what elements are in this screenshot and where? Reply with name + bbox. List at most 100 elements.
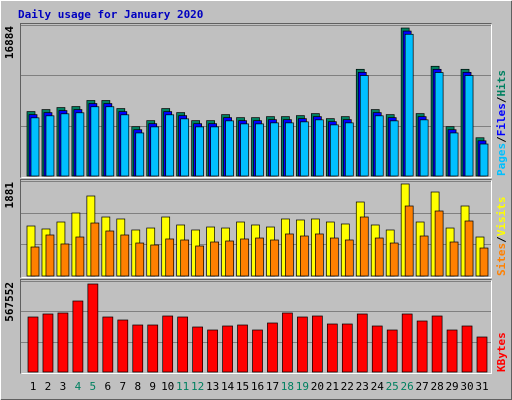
- bar: [300, 235, 309, 277]
- bar: [401, 313, 413, 373]
- panel-bevel-light: [21, 180, 492, 278]
- legend: Sites/Visits: [495, 197, 508, 277]
- panel-bevel-dark: [20, 23, 492, 178]
- x-tick-label: 5: [90, 380, 97, 393]
- bar: [57, 312, 69, 373]
- x-tick-label: 21: [326, 380, 339, 393]
- bar: [267, 322, 278, 373]
- bar: [419, 235, 429, 277]
- bar: [87, 283, 99, 373]
- x-tick-label: 1: [30, 380, 37, 393]
- bar: [329, 237, 339, 277]
- bar: [255, 237, 264, 277]
- y-tick-label: 16884: [3, 26, 16, 59]
- bar: [180, 118, 190, 177]
- x-tick-label: 7: [119, 380, 126, 393]
- bar: [479, 247, 489, 277]
- x-tick-label: 29: [445, 380, 458, 393]
- bar: [210, 126, 219, 177]
- bar: [449, 241, 459, 277]
- x-tick-label: 22: [341, 380, 354, 393]
- bar: [75, 236, 85, 277]
- x-tick-label: 4: [75, 380, 82, 393]
- bar: [312, 315, 323, 373]
- bar: [72, 300, 84, 373]
- bar: [195, 245, 204, 277]
- bar: [45, 115, 55, 177]
- x-tick-label: 19: [296, 380, 309, 393]
- bar: [195, 126, 204, 177]
- legend-entry: Files: [495, 103, 508, 136]
- bar: [42, 313, 54, 373]
- x-tick-label: 6: [105, 380, 112, 393]
- bar: [60, 243, 70, 277]
- bar: [404, 205, 414, 277]
- x-tick-label: 8: [134, 380, 141, 393]
- legend-entry: Pages: [495, 143, 508, 176]
- bar: [225, 120, 234, 177]
- bar: [90, 222, 100, 277]
- bar: [446, 329, 458, 373]
- bar: [192, 326, 203, 373]
- bar: [329, 124, 339, 177]
- bar: [270, 122, 279, 177]
- x-tick-label: 20: [311, 380, 324, 393]
- x-tick-label: 12: [191, 380, 204, 393]
- legend-entry: Visits: [495, 197, 508, 237]
- legend-entry: KBytes: [495, 332, 508, 372]
- bar: [434, 210, 444, 277]
- bar: [359, 216, 369, 277]
- bar: [434, 72, 444, 177]
- bar: [60, 113, 70, 177]
- x-tick-label: 26: [401, 380, 414, 393]
- bar: [207, 329, 218, 373]
- bar: [282, 312, 293, 373]
- bar: [150, 126, 160, 177]
- bar: [389, 120, 399, 177]
- bar: [165, 238, 175, 277]
- bar: [359, 75, 369, 177]
- x-tick-label: 13: [206, 380, 219, 393]
- y-tick-label: 1881: [3, 182, 16, 209]
- bar: [27, 316, 39, 373]
- bar: [30, 246, 40, 277]
- legend-separator: /: [495, 136, 508, 143]
- x-tick-label: 31: [475, 380, 488, 393]
- bar: [255, 123, 264, 177]
- bar: [416, 320, 428, 373]
- x-tick-label: 17: [266, 380, 279, 393]
- panel-bevel-light: [21, 280, 492, 374]
- bar: [225, 240, 234, 277]
- x-tick-label: 18: [281, 380, 294, 393]
- bar: [180, 239, 190, 277]
- bar: [120, 234, 130, 277]
- bar: [270, 239, 279, 277]
- legend-separator: /: [495, 96, 508, 103]
- bar: [150, 244, 160, 277]
- bar: [315, 233, 324, 277]
- bar: [297, 316, 308, 373]
- x-tick-label: 23: [356, 380, 369, 393]
- legend: Pages/Files/Hits: [495, 70, 508, 176]
- bar: [419, 119, 429, 177]
- bar: [240, 123, 249, 177]
- bar: [237, 324, 248, 373]
- bar: [252, 329, 263, 373]
- bar: [30, 117, 40, 177]
- bar: [461, 325, 473, 373]
- x-tick-label: 15: [236, 380, 249, 393]
- bar: [117, 319, 129, 373]
- bar: [105, 106, 115, 177]
- panel-bevel-light: [21, 24, 492, 178]
- x-tick-label: 30: [460, 380, 473, 393]
- bar: [341, 323, 353, 373]
- x-tick-label: 3: [60, 380, 67, 393]
- bar: [177, 316, 189, 373]
- panel-bevel-dark: [20, 279, 492, 374]
- bar: [344, 239, 354, 277]
- bar: [449, 132, 459, 177]
- bar: [374, 237, 384, 277]
- bar: [102, 316, 114, 373]
- bar: [344, 122, 354, 177]
